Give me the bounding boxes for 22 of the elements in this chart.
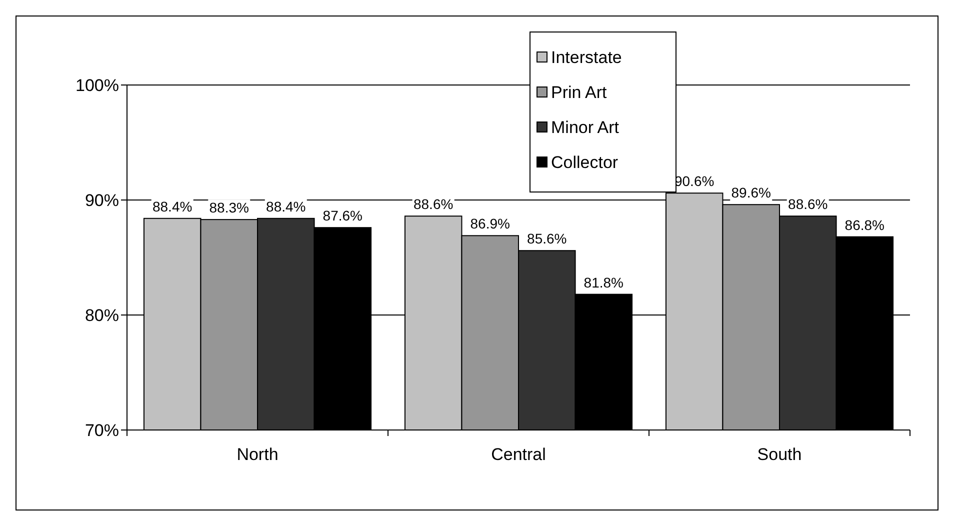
data-label: 81.8% [584,274,624,290]
data-label: 88.4% [266,198,306,214]
data-label: 86.8% [844,216,885,233]
x-tick-label: North [236,445,278,464]
data-label: 89.6% [731,184,771,201]
legend-label: Minor Art [551,118,620,137]
y-tick-label: 70% [84,421,119,440]
data-label: 87.6% [322,208,363,224]
legend-label: Interstate [551,48,622,67]
y-tick-label: 100% [76,76,119,95]
x-tick-label: South [757,445,802,464]
data-label: 88.6% [413,196,454,212]
y-tick-label: 90% [84,191,119,210]
data-label: 88.4% [152,198,192,214]
legend-label: Collector [551,153,618,172]
legend-label: Prin Art [551,83,608,102]
data-label: 85.6% [527,230,567,247]
y-tick-label: 80% [84,306,119,325]
data-label: 88.6% [788,196,828,212]
x-tick-label: Central [491,445,546,464]
data-label: 86.9% [470,216,510,232]
data-label: 88.3% [209,200,249,216]
